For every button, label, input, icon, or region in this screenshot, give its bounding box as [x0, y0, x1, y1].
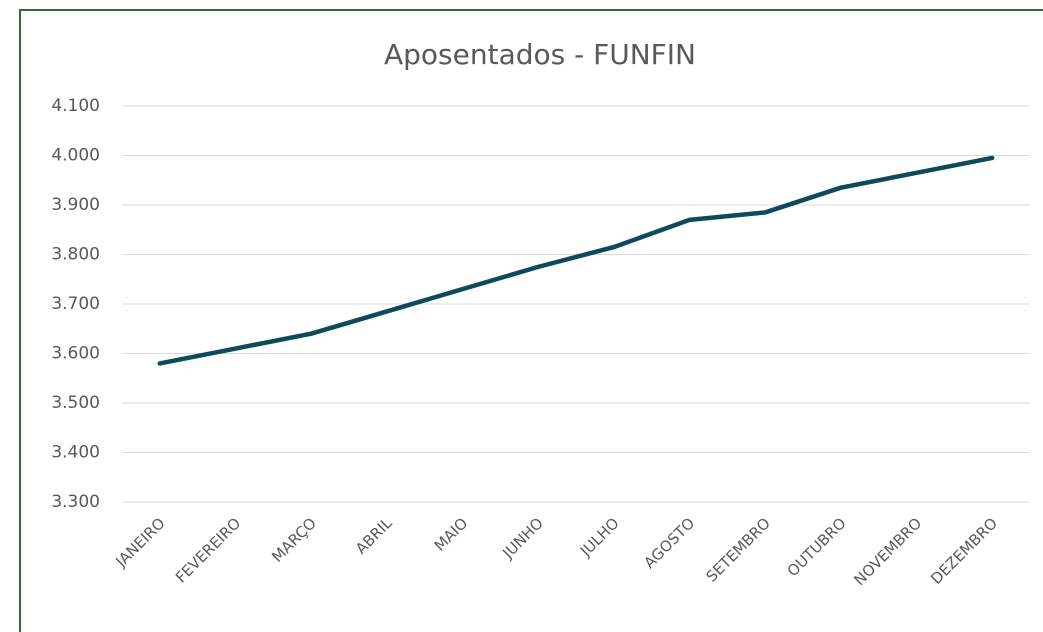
- chart-title: Aposentados - FUNFIN: [384, 38, 696, 71]
- y-tick-label: 4.100: [51, 96, 100, 116]
- data-line: [157, 155, 995, 366]
- y-tick-label: 3.900: [51, 195, 100, 215]
- y-tick-label: 3.700: [51, 294, 100, 314]
- y-tick-label: 3.400: [51, 443, 100, 463]
- chart-frame: [19, 9, 1043, 632]
- y-tick-label: 3.500: [51, 393, 100, 413]
- y-tick-label: 3.800: [51, 245, 100, 265]
- y-tick-label: 3.300: [51, 492, 100, 512]
- y-tick-label: 3.600: [51, 344, 100, 364]
- y-tick-label: 4.000: [51, 146, 100, 166]
